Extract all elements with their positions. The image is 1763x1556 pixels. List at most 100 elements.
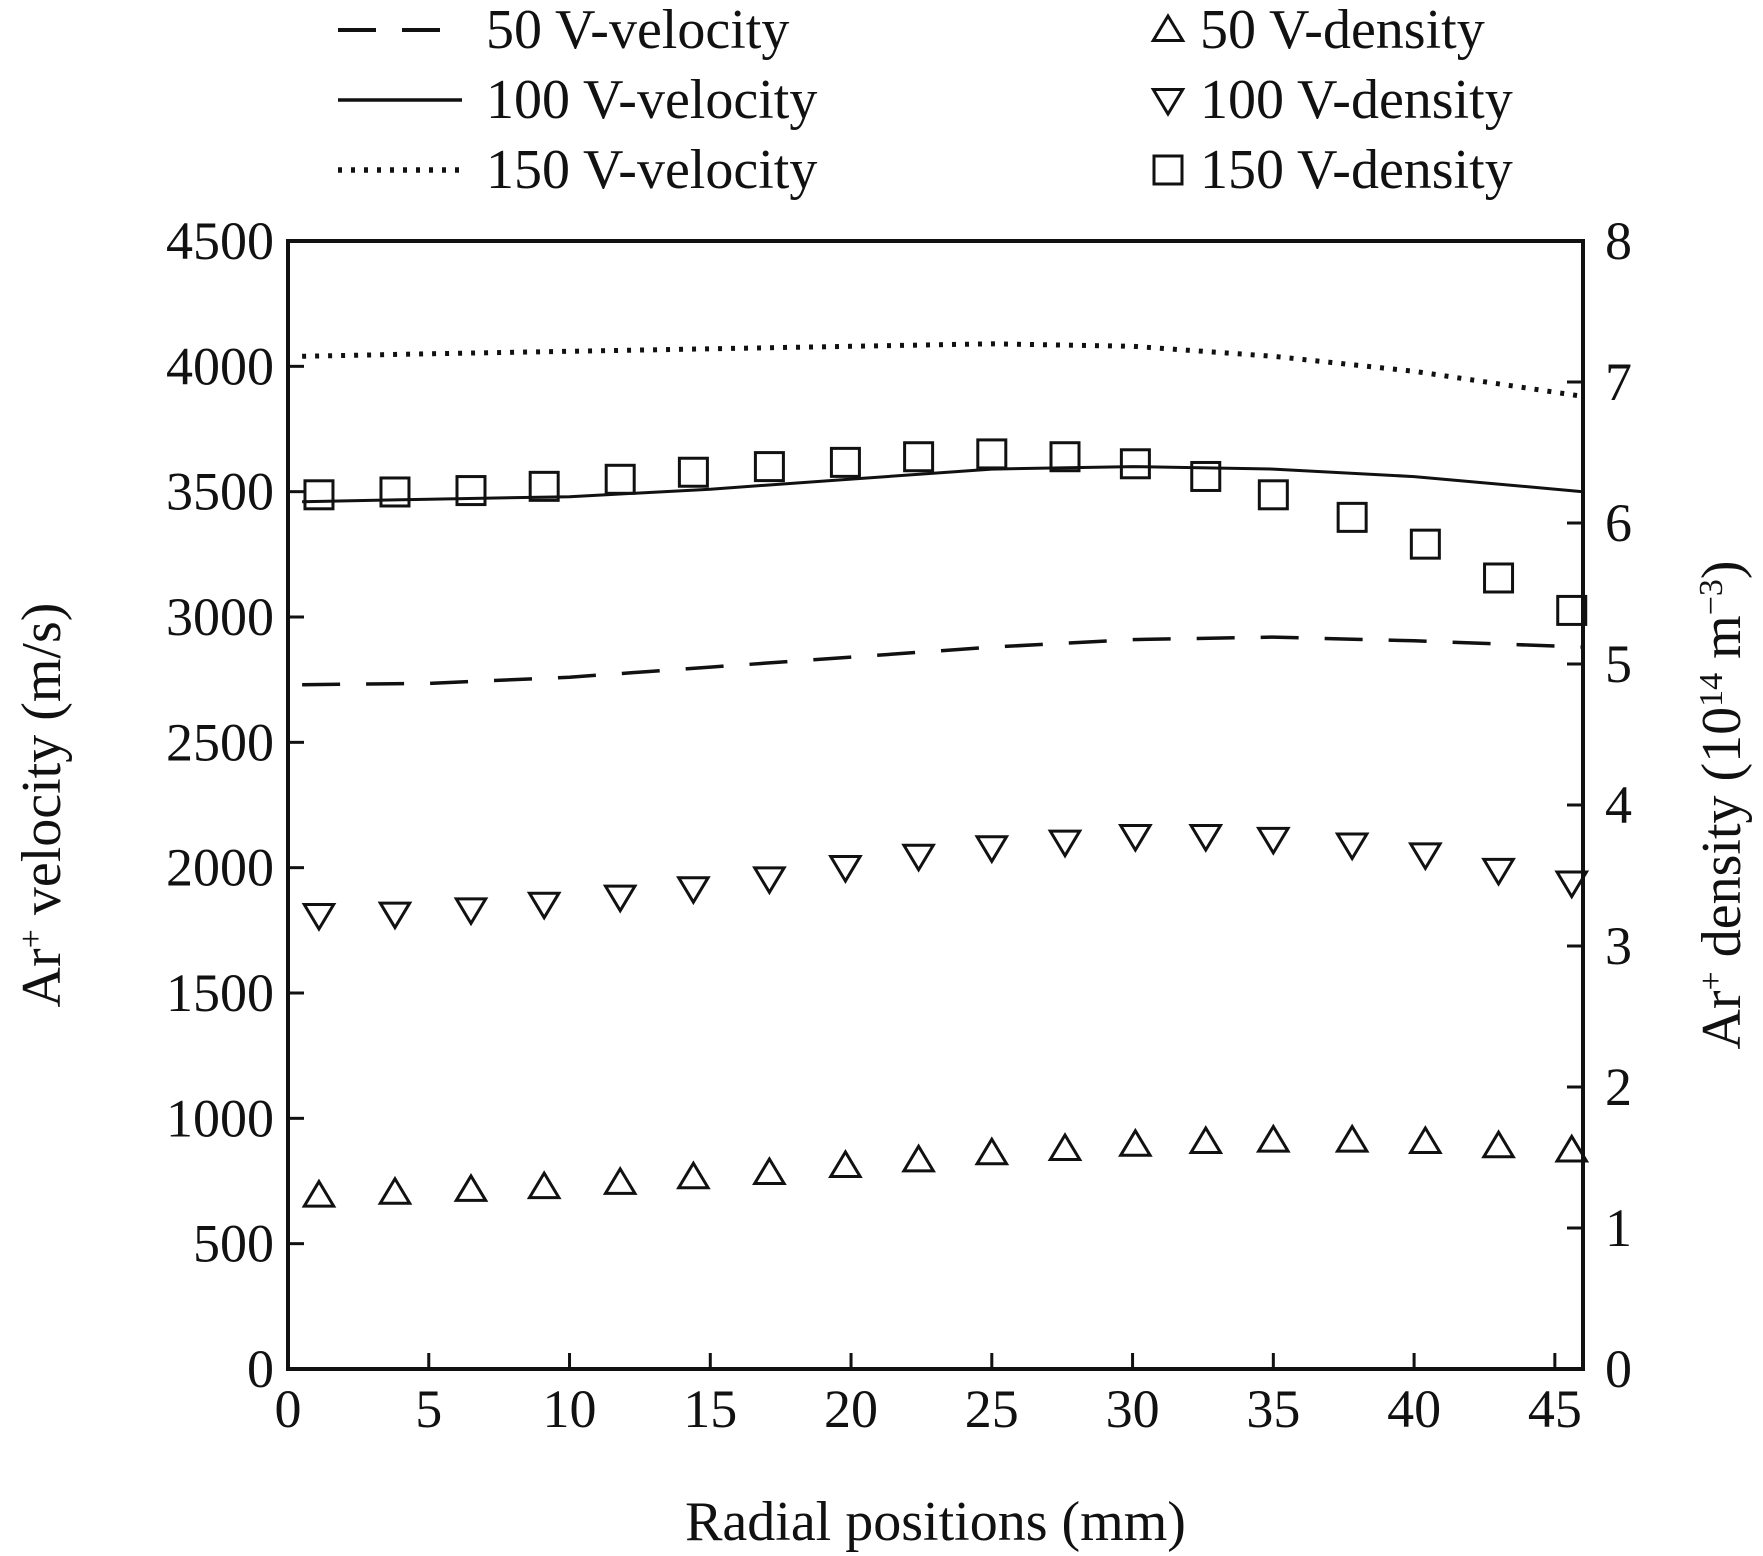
data-point xyxy=(377,1175,413,1205)
data-point xyxy=(753,451,785,483)
y2-tick-label: 8 xyxy=(1605,211,1632,271)
y2-tick-label: 7 xyxy=(1605,352,1632,412)
y-tick-label: 1500 xyxy=(166,963,274,1023)
y2-axis-title-exp: 14 xyxy=(1693,673,1730,707)
data-point xyxy=(1407,842,1443,872)
data-point xyxy=(1257,479,1289,511)
legend-item: 50 V-velocity xyxy=(338,0,789,61)
x-tick-label: 25 xyxy=(965,1379,1019,1439)
series-line xyxy=(302,635,1584,687)
y2-tick-label: 1 xyxy=(1605,1198,1632,1258)
data-point xyxy=(1556,594,1588,626)
data-point xyxy=(976,438,1008,470)
y-axis-title: Ar+ velocity (m/s) xyxy=(11,603,73,1008)
data-point xyxy=(1047,829,1083,859)
legend-item: 100 V-velocity xyxy=(338,69,817,131)
data-point xyxy=(1334,832,1370,862)
series-50-v-density xyxy=(301,1123,1590,1208)
data-point xyxy=(602,1165,638,1195)
series-100-v-velocity xyxy=(302,465,1584,504)
data-point xyxy=(1255,826,1291,856)
ticks-layer: 0 5 10 15 20 25 30 35 40 450500100015002000250030… xyxy=(166,211,1632,1439)
data-point xyxy=(604,463,636,495)
data-point xyxy=(1118,824,1153,853)
data-point xyxy=(1190,460,1222,492)
data-point xyxy=(901,1143,936,1173)
series-150-v-velocity xyxy=(302,341,1584,399)
data-point xyxy=(1118,1127,1153,1157)
legend-label: 150 V-velocity xyxy=(486,139,817,201)
legend-label: 100 V-density xyxy=(1200,69,1513,131)
data-point xyxy=(1336,501,1368,533)
data-point xyxy=(1554,1133,1590,1163)
data-point xyxy=(974,835,1010,865)
x-tick-label: 20 xyxy=(824,1379,878,1439)
data-point xyxy=(1483,562,1515,594)
y-tick-label: 2500 xyxy=(166,712,274,772)
y2-tick-label: 3 xyxy=(1605,916,1632,976)
y2-tick-label: 4 xyxy=(1605,775,1632,835)
y-tick-label: 2000 xyxy=(166,838,274,898)
data-point xyxy=(377,901,413,931)
x-tick-label: 45 xyxy=(1528,1379,1582,1439)
data-point xyxy=(903,441,935,473)
data-point xyxy=(1481,1129,1516,1159)
data-point xyxy=(752,866,787,896)
y-tick-label: 4000 xyxy=(166,336,274,396)
x-tick-label: 0 xyxy=(275,1379,302,1439)
legend-item: 150 V-velocity xyxy=(338,139,817,201)
y2-axis-title-unit: m xyxy=(1691,615,1753,673)
data-point xyxy=(1554,870,1590,900)
legend-item: 50 V-density xyxy=(1150,0,1485,61)
x-tick-label: 40 xyxy=(1387,1379,1441,1439)
x-axis-title: Radial positions (mm) xyxy=(685,1491,1186,1553)
y2-tick-label: 2 xyxy=(1605,1057,1632,1117)
series-layer xyxy=(301,341,1590,1208)
legend-label: 50 V-velocity xyxy=(486,0,789,61)
data-point xyxy=(301,1178,337,1208)
y-tick-label: 3000 xyxy=(166,587,274,647)
x-tick-label: 15 xyxy=(683,1379,737,1439)
legend-marker xyxy=(1150,13,1186,42)
data-point xyxy=(1049,441,1081,473)
y2-axis-title-sup: + xyxy=(1693,971,1730,990)
data-point xyxy=(752,1156,787,1186)
data-point xyxy=(526,1170,562,1200)
series-line xyxy=(302,465,1584,504)
data-point xyxy=(453,897,489,927)
y2-axis-title-base: Ar xyxy=(1691,990,1753,1049)
series-line xyxy=(302,341,1584,399)
y-axis-title-base: Ar xyxy=(11,948,73,1007)
y-axis-title-sup: + xyxy=(13,929,50,948)
data-point xyxy=(1481,857,1516,887)
data-point xyxy=(901,843,936,873)
x-tick-label: 10 xyxy=(543,1379,597,1439)
legend-item: 150 V-density xyxy=(1152,139,1513,201)
data-point xyxy=(1407,1125,1443,1154)
data-point xyxy=(828,855,863,884)
data-point xyxy=(1255,1123,1291,1153)
y2-axis-title-unit-exp: −3 xyxy=(1693,579,1730,615)
y2-tick-label: 0 xyxy=(1605,1339,1632,1399)
y2-axis-title: Ar+ density (1014 m−3) xyxy=(1691,560,1753,1049)
x-tick-label: 35 xyxy=(1246,1379,1300,1439)
data-point xyxy=(303,479,335,511)
legend-marker xyxy=(1150,88,1186,117)
y2-axis-title-mid: density (10 xyxy=(1691,707,1753,971)
data-point xyxy=(1119,448,1151,480)
data-point xyxy=(974,1136,1010,1166)
data-point xyxy=(453,1173,489,1202)
y-tick-label: 0 xyxy=(247,1339,274,1399)
y-axis-title-rest: velocity (m/s) xyxy=(11,603,73,930)
y-tick-label: 500 xyxy=(193,1214,274,1274)
y2-tick-label: 6 xyxy=(1605,493,1632,553)
legend-label: 100 V-velocity xyxy=(486,69,817,131)
data-point xyxy=(526,891,562,921)
data-point xyxy=(1188,824,1224,853)
x-tick-label: 30 xyxy=(1106,1379,1160,1439)
data-point xyxy=(1334,1123,1370,1153)
y-tick-label: 1000 xyxy=(166,1088,274,1148)
x-tick-label: 5 xyxy=(415,1379,442,1439)
data-point xyxy=(1188,1125,1224,1154)
